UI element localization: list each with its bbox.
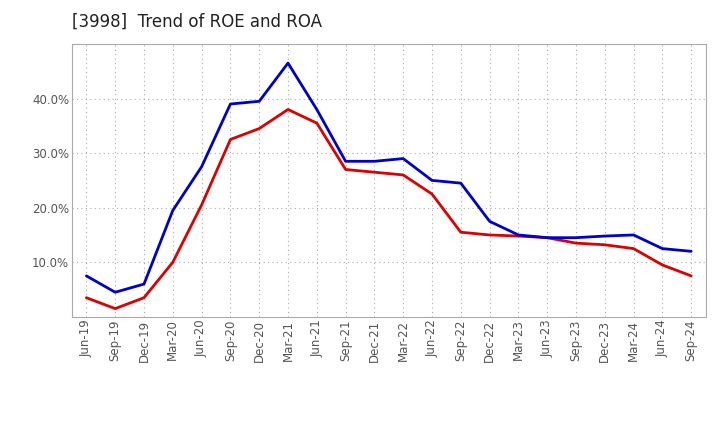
ROA [140, 282, 148, 287]
ROE [485, 232, 494, 238]
ROA [514, 232, 523, 238]
ROA [485, 219, 494, 224]
ROE [687, 273, 696, 279]
Line: ROA: ROA [86, 63, 691, 292]
ROE [543, 235, 552, 240]
Line: ROE: ROE [86, 110, 691, 308]
ROA [168, 208, 177, 213]
ROA [658, 246, 667, 251]
ROA [341, 159, 350, 164]
ROE [82, 295, 91, 301]
ROE [399, 172, 408, 178]
ROA [600, 233, 609, 238]
ROE [168, 260, 177, 265]
ROE [255, 126, 264, 131]
ROE [370, 169, 379, 175]
ROA [687, 249, 696, 254]
ROE [629, 246, 638, 251]
ROA [312, 107, 321, 112]
ROA [197, 164, 206, 169]
ROA [629, 232, 638, 238]
ROE [111, 306, 120, 311]
ROA [456, 180, 465, 186]
ROA [82, 273, 91, 279]
ROE [341, 167, 350, 172]
Text: [3998]  Trend of ROE and ROA: [3998] Trend of ROE and ROA [72, 13, 322, 31]
ROE [140, 295, 148, 301]
ROA [255, 99, 264, 104]
ROA [543, 235, 552, 240]
ROE [284, 107, 292, 112]
ROA [284, 60, 292, 66]
ROE [456, 230, 465, 235]
ROE [514, 233, 523, 238]
ROE [312, 121, 321, 126]
ROE [226, 137, 235, 142]
ROE [197, 202, 206, 208]
ROA [226, 101, 235, 106]
ROA [428, 178, 436, 183]
ROA [399, 156, 408, 161]
ROE [658, 262, 667, 268]
ROA [111, 290, 120, 295]
ROA [370, 159, 379, 164]
ROE [572, 241, 580, 246]
ROA [572, 235, 580, 240]
ROE [600, 242, 609, 247]
ROE [428, 191, 436, 197]
